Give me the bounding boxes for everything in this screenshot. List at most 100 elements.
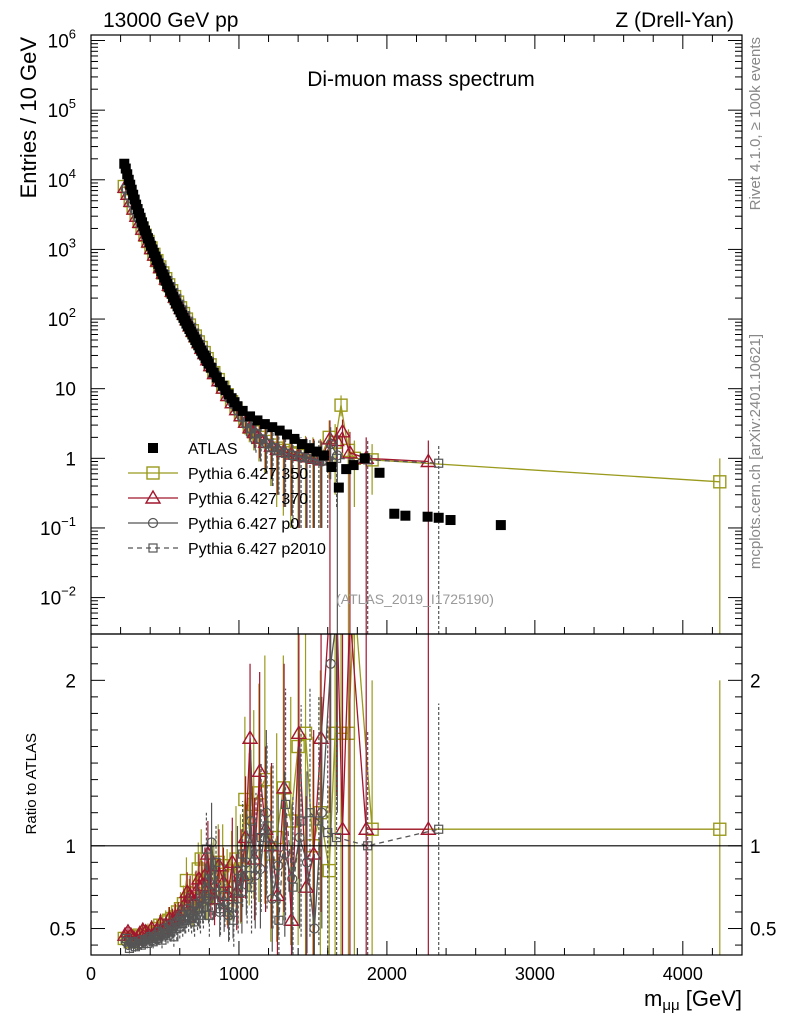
series-4-ratio — [121, 688, 444, 955]
series-4-ratio-point — [198, 902, 209, 912]
ratio-tick-label-right: 0.5 — [750, 920, 776, 941]
legend-label: ATLAS — [188, 441, 238, 458]
atlas-point — [359, 453, 370, 464]
series-3-ratio-point — [245, 815, 256, 827]
header-left: 13000 GeV pp — [103, 9, 238, 32]
atlas-point — [433, 512, 444, 523]
ratio-tick-label-right: 1 — [750, 837, 761, 858]
series-4-ratio-point — [145, 933, 155, 944]
series-4-ratio-point — [175, 922, 185, 932]
x-axis-label-main: m — [644, 986, 662, 1011]
legend-item: Pythia 6.427 370 — [128, 489, 308, 508]
series-1-ratio-point — [713, 822, 727, 836]
series-3-ratio-point — [197, 896, 208, 908]
legend-item: Pythia 6.427 350 — [128, 466, 308, 483]
atlas-point — [252, 415, 263, 426]
atlas-point — [122, 169, 133, 180]
series-4-ratio-point — [166, 927, 176, 937]
legend-label: Pythia 6.427 p0 — [188, 516, 299, 533]
series-2-ratio-point — [215, 873, 232, 888]
series-4-ratio-point — [192, 907, 203, 917]
ratio-tick-label: 1 — [65, 837, 76, 858]
series-2-point — [341, 444, 359, 459]
series-4-ratio-line — [125, 804, 439, 951]
series-2-ratio-point — [357, 820, 375, 835]
y-tick-label: 1 — [65, 449, 76, 470]
series-4-ratio-point — [274, 915, 284, 925]
atlas-point — [304, 443, 315, 454]
series-3-line — [125, 188, 338, 463]
series-2-main — [116, 178, 437, 634]
series-4-ratio-point — [296, 816, 306, 826]
series-2-ratio-point — [334, 820, 351, 835]
series-4-ratio-point — [229, 915, 239, 925]
series-4-ratio-point — [288, 882, 298, 892]
atlas-point — [311, 446, 322, 457]
legend-label: Pythia 6.427 350 — [188, 466, 308, 483]
atlas-point — [374, 467, 385, 478]
series-3-ratio — [120, 634, 338, 955]
y-tick-label: 10−2 — [40, 584, 76, 610]
series-1-main — [117, 179, 727, 634]
series-2-ratio-point — [290, 724, 308, 739]
series-1-ratio-point — [215, 858, 230, 873]
series-4-ratio-point — [434, 824, 444, 834]
series-4-point — [268, 443, 278, 453]
atlas-point — [389, 508, 400, 519]
series-4-ratio-point — [189, 917, 200, 927]
series-4-ratio-point — [181, 915, 191, 925]
y-tick-label: 105 — [48, 96, 76, 122]
atlas-point — [400, 510, 411, 521]
series-2-point — [420, 453, 437, 468]
legend-item: Pythia 6.427 p2010 — [128, 541, 326, 558]
series-3-ratio-point — [279, 848, 290, 860]
legend-item: Pythia 6.427 p0 — [128, 516, 299, 533]
y-tick-label: 104 — [48, 166, 76, 192]
atlas-point — [232, 401, 243, 412]
series-2-ratio-point — [241, 729, 259, 744]
x-axis-label: mμμ [GeV] — [644, 986, 742, 1014]
series-2-ratio-point — [312, 729, 330, 744]
legend-marker — [146, 466, 160, 480]
atlas-point — [341, 464, 352, 475]
atlas-point — [245, 411, 256, 422]
atlas-point — [422, 511, 433, 522]
series-4-point — [274, 446, 284, 456]
series-4-point — [434, 458, 444, 468]
series-4-ratio-point — [127, 937, 138, 947]
atlas-point — [326, 462, 337, 473]
side-label-bottom: mcplots.cern.ch [arXiv:2401.10621] — [747, 334, 764, 569]
series-4-ratio-point — [163, 930, 173, 940]
series-4-ratio-point — [332, 832, 342, 843]
legend: ATLAS Pythia 6.427 350 Pythia 6.427 370 Pyt… — [128, 441, 326, 558]
series-4-ratio-point — [233, 894, 243, 904]
series-2-ratio-point — [420, 820, 437, 835]
atlas-point — [296, 439, 307, 450]
legend-marker — [147, 517, 159, 529]
ratio-tick-label: 2 — [65, 671, 76, 692]
series-4-ratio-point — [262, 821, 272, 831]
atlas-point — [289, 433, 300, 444]
series-3-ratio-point — [200, 890, 211, 901]
header-right: Z (Drell-Yan) — [615, 9, 734, 32]
series-4-point — [332, 453, 342, 463]
x-tick-label: 1000 — [219, 964, 259, 984]
series-4-ratio-point — [148, 937, 158, 947]
series-4-ratio-point — [139, 935, 149, 945]
atlas-point — [274, 425, 285, 436]
x-tick-label: 2000 — [367, 964, 407, 984]
y-tick-label: 10 — [55, 380, 76, 401]
series-4-ratio-point — [157, 935, 167, 945]
series-3-ratio-point — [185, 906, 196, 918]
y-axis-label: Entries / 10 GeV — [16, 37, 41, 199]
series-atlas — [119, 158, 506, 531]
atlas-point — [319, 450, 330, 461]
series-4-point — [280, 448, 291, 458]
atlas-point — [129, 194, 140, 205]
series-2-ratio-point — [224, 853, 241, 869]
series-4-ratio-point — [136, 940, 146, 950]
series-1-ratio-point — [334, 726, 348, 740]
x-axis-label-sub: μμ — [662, 997, 679, 1014]
series-4-ratio-point — [172, 923, 182, 934]
analysis-label: (ATLAS_2019_I1725190) — [336, 591, 494, 607]
